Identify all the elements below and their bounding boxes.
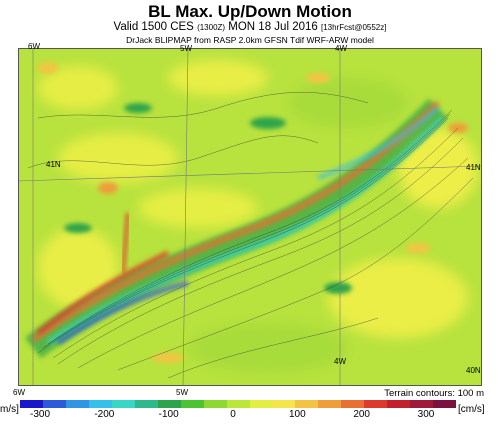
field-cells (38, 62, 468, 363)
colorbar-swatch (272, 400, 296, 408)
colorbar-swatch (295, 400, 319, 408)
colorbar-unit-left: m/s] (0, 404, 19, 415)
colorbar-swatch (433, 400, 457, 408)
colorbar-tick-label: -200 (94, 409, 115, 420)
valid-time-utc: (1300Z) (197, 23, 226, 32)
lon-label-top-right: 4W (335, 44, 347, 53)
colorbar-swatch (226, 400, 250, 408)
colorbar-swatch (180, 400, 204, 408)
colorbar-swatch (88, 400, 112, 408)
lon-label-inner-4w: 4W (334, 357, 346, 366)
valid-time-line: Valid 1500 CES (1300Z) MON 18 Jul 2016 [… (0, 21, 500, 33)
colorbar-swatch (387, 400, 411, 408)
colorbar-tick-label: -100 (158, 409, 179, 420)
vertical-motion-map (18, 48, 482, 386)
map-canvas (18, 48, 482, 386)
graticule (18, 48, 482, 386)
colorbar-tick-label: 300 (417, 409, 435, 420)
colorbar-swatch (341, 400, 365, 408)
model-info: DrJack BLIPMAP from RASP 2.0km GFSN Tdif… (126, 35, 374, 45)
colorbar-unit-right: [cm/s] (458, 404, 485, 415)
lon-label-top-mid: 5W (180, 44, 192, 53)
colorbar-swatch (318, 400, 342, 408)
colorbar-tick-label: 100 (288, 409, 306, 420)
colorbar-swatch (410, 400, 434, 408)
colorbar-swatch (203, 400, 227, 408)
lat-label-right-40: 40N (466, 366, 481, 375)
lon-label-bottom-left: 6W (13, 388, 25, 397)
valid-date: MON 18 Jul 2016 (228, 21, 318, 33)
colorbar-swatch (134, 400, 158, 408)
terrain-contour-note: Terrain contours: 100 m (384, 388, 484, 399)
lon-label-top-left: 6W (28, 42, 40, 51)
ridge-band (25, 98, 448, 359)
colorbar-swatch (111, 400, 135, 408)
field-patches (38, 60, 478, 373)
colorbar-swatch (42, 400, 66, 408)
colorbar-swatch (20, 400, 43, 408)
colorbar-swatch (364, 400, 388, 408)
colorbar-swatch (65, 400, 89, 408)
colorbar (20, 400, 457, 408)
map-title: BL Max. Up/Down Motion (148, 2, 352, 21)
valid-time: Valid 1500 CES (113, 21, 194, 33)
colorbar-swatch (249, 400, 273, 408)
map-frame (18, 48, 482, 386)
colorbar-swatch (157, 400, 181, 408)
lat-label-right-41: 41N (466, 163, 481, 172)
colorbar-tick-label: 0 (230, 409, 236, 420)
lon-label-bottom-mid: 5W (176, 388, 188, 397)
colorbar-tick-label: -300 (29, 409, 51, 420)
lat-label-left-41: 41N (46, 160, 61, 169)
colorbar-tick-label: 200 (353, 409, 370, 420)
terrain-contours (27, 92, 474, 379)
forecast-info: [13hrFcst@0552z] (320, 23, 387, 32)
